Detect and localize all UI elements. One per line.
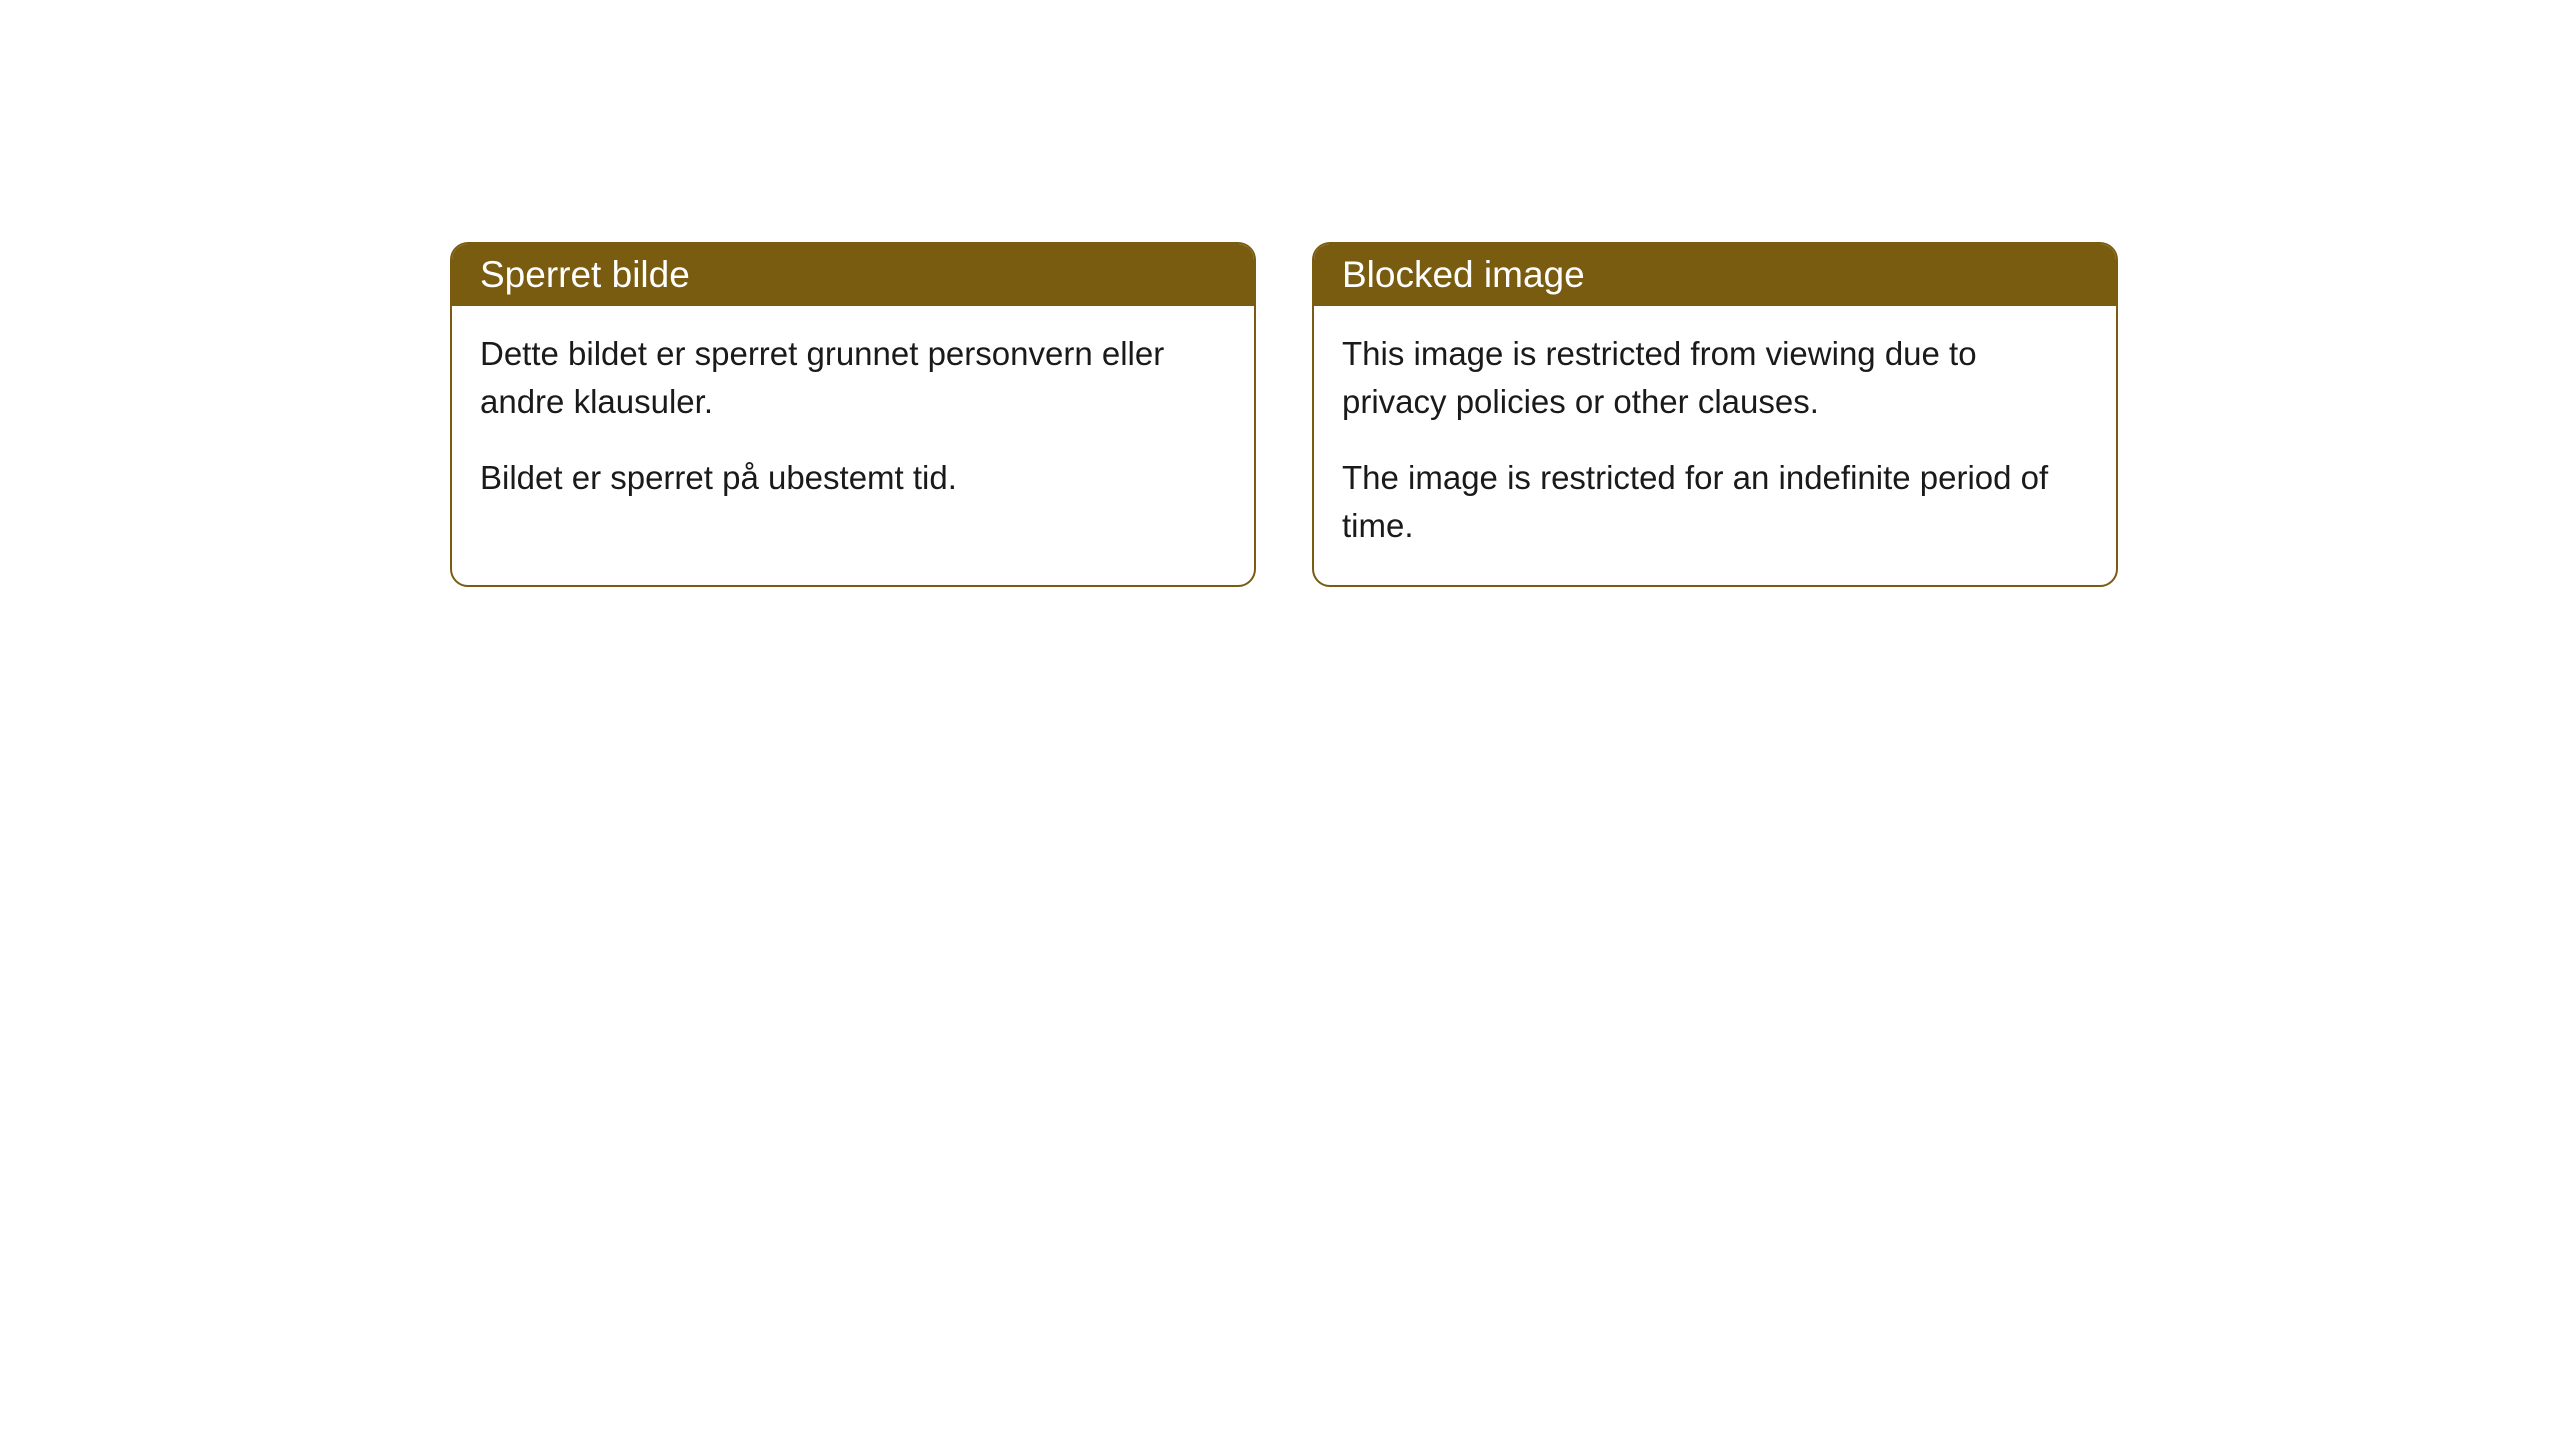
card-english-header: Blocked image	[1314, 244, 2116, 306]
card-english: Blocked image This image is restricted f…	[1312, 242, 2118, 587]
card-english-paragraph: This image is restricted from viewing du…	[1342, 330, 2088, 426]
card-norwegian-header: Sperret bilde	[452, 244, 1254, 306]
card-english-title: Blocked image	[1342, 254, 1585, 295]
card-english-paragraph: The image is restricted for an indefinit…	[1342, 454, 2088, 550]
card-norwegian-paragraph: Bildet er sperret på ubestemt tid.	[480, 454, 1226, 502]
card-norwegian-paragraph: Dette bildet er sperret grunnet personve…	[480, 330, 1226, 426]
card-norwegian-body: Dette bildet er sperret grunnet personve…	[452, 306, 1254, 538]
card-english-body: This image is restricted from viewing du…	[1314, 306, 2116, 585]
card-norwegian-title: Sperret bilde	[480, 254, 690, 295]
card-norwegian: Sperret bilde Dette bildet er sperret gr…	[450, 242, 1256, 587]
cards-container: Sperret bilde Dette bildet er sperret gr…	[450, 242, 2118, 587]
